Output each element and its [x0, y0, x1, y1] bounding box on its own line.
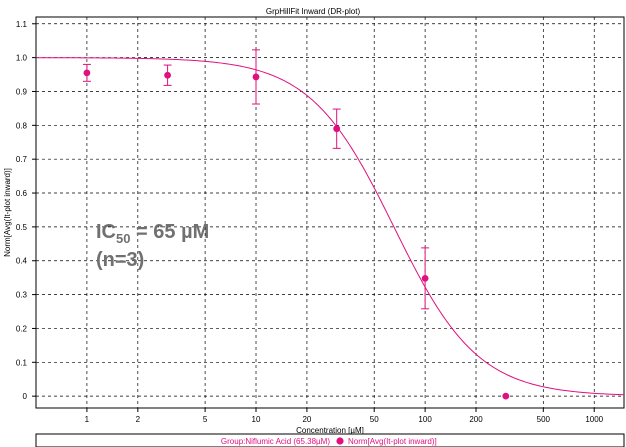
data-point — [164, 71, 171, 79]
data-point — [333, 125, 341, 133]
legend-marker-label: Norm[Avg(It-plot inward)] — [348, 437, 437, 446]
n-count-text: (n=3) — [96, 249, 144, 271]
x-tick-label: 200 — [469, 415, 483, 424]
data-point — [252, 73, 260, 81]
x-tick-label: 10 — [252, 415, 261, 424]
x-tick-label: 1 — [85, 415, 90, 424]
y-tick-label: 0.5 — [16, 223, 28, 232]
chart-title: GrpHillFit Inward (DR-plot) — [266, 7, 361, 16]
legend-marker-icon — [336, 437, 344, 445]
y-axis-title: Norm[Avg(It-plot inward)] — [3, 168, 12, 257]
x-tick-label: 50 — [370, 415, 379, 424]
data-points — [82, 49, 510, 400]
y-tick-label: 0.7 — [16, 155, 28, 164]
axes: 1 2 5 10 20 50 100 200 500 1000 0 0.1 0.2 0.3 0.4 0.5 0.… — [16, 20, 604, 424]
ic50-text: IC50 = 65 µM — [96, 221, 209, 246]
legend: Group:Niflumic Acid (65.38µM) Norm[Avg(I… — [35, 433, 625, 447]
y-tick-label: 0.6 — [16, 189, 28, 198]
legend-box — [35, 433, 625, 447]
data-point — [83, 69, 91, 77]
y-tick-label: 0.8 — [16, 121, 28, 130]
fit-curve — [36, 57, 625, 396]
x-tick-label: 2 — [136, 415, 141, 424]
y-tick-label: 0.2 — [16, 324, 28, 333]
x-tick-label: 100 — [418, 415, 432, 424]
y-tick-label: 0.4 — [16, 257, 28, 266]
y-tick-label: 0 — [23, 392, 28, 401]
x-tick-label: 1000 — [585, 415, 603, 424]
data-point — [421, 274, 429, 282]
y-tick-label: 0.3 — [16, 291, 28, 300]
grid — [36, 17, 624, 408]
y-tick-label: 0.9 — [16, 87, 28, 96]
x-axis-title: Concentration [µM] — [296, 426, 364, 435]
y-tick-label: 1.0 — [16, 54, 28, 63]
plot-frame — [35, 16, 625, 409]
data-point — [502, 392, 510, 400]
y-tick-label: 1.1 — [16, 20, 28, 29]
ic50-prefix: IC — [96, 221, 116, 243]
ic50-subscript: 50 — [116, 231, 130, 246]
x-tick-label: 5 — [203, 415, 208, 424]
ic50-annotation: IC50 = 65 µM (n=3) — [96, 221, 209, 271]
x-tick-label: 20 — [302, 415, 311, 424]
x-tick-label: 500 — [537, 415, 551, 424]
y-tick-label: 0.1 — [16, 358, 28, 367]
legend-fit-label: Group:Niflumic Acid (65.38µM) — [221, 437, 330, 446]
ic50-value: = 65 µM — [130, 221, 209, 243]
